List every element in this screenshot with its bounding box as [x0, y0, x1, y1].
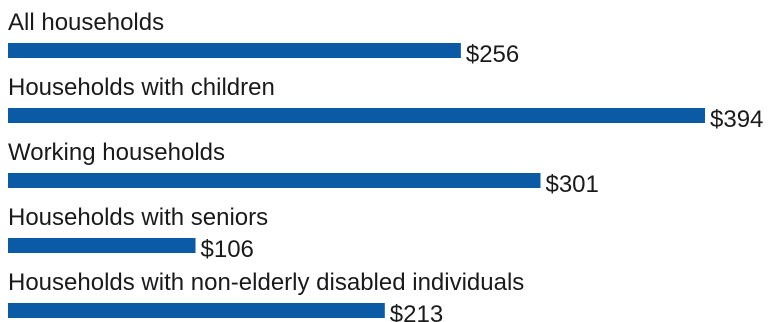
category-label: Households with children [8, 74, 275, 101]
bar [8, 303, 385, 318]
bar [8, 43, 461, 58]
bar [8, 108, 705, 123]
value-label: $256 [466, 41, 519, 68]
category-label: Households with non-elderly disabled ind… [8, 269, 524, 296]
value-label: $394 [710, 106, 763, 133]
category-label: All households [8, 9, 164, 36]
value-label: $301 [545, 171, 598, 198]
bar [8, 173, 541, 188]
category-label: Working households [8, 139, 225, 166]
value-label: $106 [201, 236, 254, 263]
bar [8, 238, 196, 253]
category-label: Households with seniors [8, 204, 268, 231]
value-label: $213 [390, 301, 443, 322]
